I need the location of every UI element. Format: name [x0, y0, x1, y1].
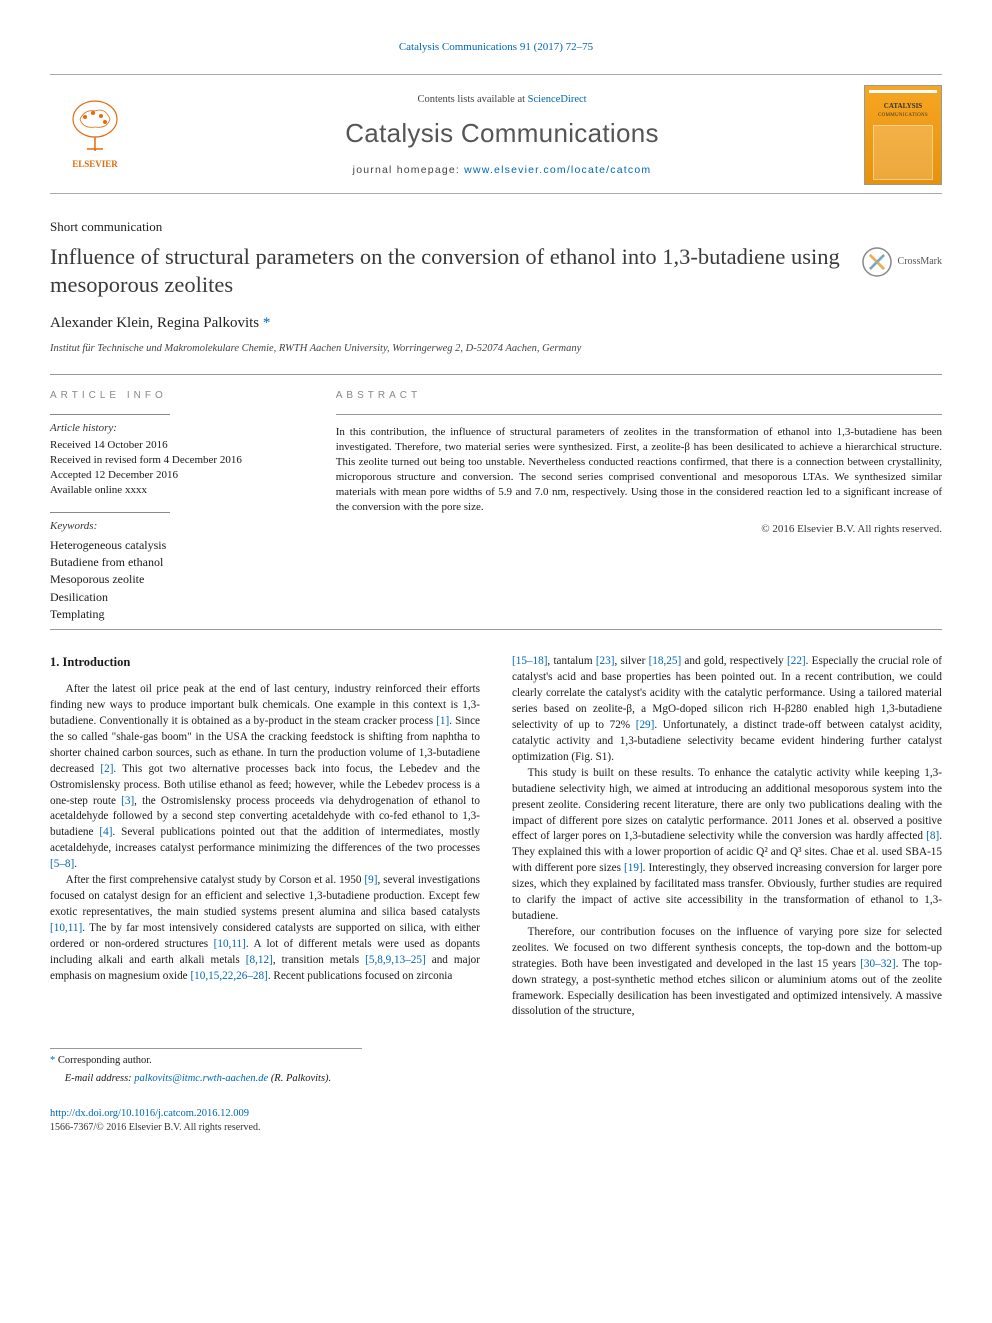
corresponding-email-link[interactable]: palkovits@itmc.rwth-aachen.de — [134, 1073, 268, 1084]
body-two-column: 1. Introduction After the latest oil pri… — [50, 654, 942, 1020]
ref-link[interactable]: [4] — [99, 826, 112, 838]
email-suffix: (R. Palkovits). — [268, 1073, 331, 1084]
journal-homepage-link[interactable]: www.elsevier.com/locate/catcom — [464, 164, 651, 176]
article-info-column: ARTICLE INFO Article history: Received 1… — [50, 389, 300, 623]
homepage-line: journal homepage: www.elsevier.com/locat… — [158, 163, 846, 178]
corresponding-author-marker[interactable]: * — [263, 315, 271, 331]
authors: Alexander Klein, Regina Palkovits * — [50, 313, 942, 335]
email-line: E-mail address: palkovits@itmc.rwth-aach… — [65, 1071, 942, 1086]
citation-header: Catalysis Communications 91 (2017) 72–75 — [50, 40, 942, 56]
keyword: Mesoporous zeolite — [50, 571, 300, 588]
divider — [50, 414, 170, 415]
corresponding-label: Corresponding author. — [58, 1055, 152, 1066]
abstract-column: ABSTRACT In this contribution, the influ… — [336, 389, 942, 623]
ref-link[interactable]: [9] — [364, 874, 377, 886]
body-paragraph: Therefore, our contribution focuses on t… — [512, 925, 942, 1020]
body-paragraph: [15–18], tantalum [23], silver [18,25] a… — [512, 654, 942, 765]
ref-link[interactable]: [5–8] — [50, 858, 74, 870]
history-online: Available online xxxx — [50, 483, 300, 498]
ref-link[interactable]: [29] — [636, 719, 655, 731]
ref-link[interactable]: [3] — [121, 795, 134, 807]
cover-title: CATALYSIS — [884, 101, 922, 111]
divider — [336, 414, 942, 415]
ref-link[interactable]: [19] — [624, 862, 643, 874]
ref-link[interactable]: [22] — [787, 655, 806, 667]
article-type: Short communication — [50, 218, 942, 237]
divider — [50, 512, 170, 513]
abstract-copyright: © 2016 Elsevier B.V. All rights reserved… — [336, 522, 942, 537]
journal-name: Catalysis Communications — [158, 115, 846, 153]
journal-cover-thumbnail: CATALYSIS COMMUNICATIONS — [864, 85, 942, 185]
keyword: Butadiene from ethanol — [50, 554, 300, 571]
right-column: [15–18], tantalum [23], silver [18,25] a… — [512, 654, 942, 1020]
footnote-marker: * — [50, 1055, 55, 1066]
ref-link[interactable]: [23] — [596, 655, 615, 667]
history-received: Received 14 October 2016 — [50, 438, 300, 453]
page-footer: * Corresponding author. E-mail address: … — [50, 1048, 942, 1135]
issn-copyright: 1566-7367/© 2016 Elsevier B.V. All right… — [50, 1121, 942, 1136]
history-revised: Received in revised form 4 December 2016 — [50, 453, 300, 468]
ref-link[interactable]: [10,15,22,26–28] — [190, 970, 267, 982]
keyword: Heterogeneous catalysis — [50, 537, 300, 554]
email-label: E-mail address: — [65, 1073, 135, 1084]
article-title: Influence of structural parameters on th… — [50, 243, 842, 299]
ref-link[interactable]: [30–32] — [860, 958, 895, 970]
keywords-label: Keywords: — [50, 519, 300, 534]
ref-link[interactable]: [18,25] — [649, 655, 682, 667]
crossmark-icon — [862, 247, 892, 277]
publisher-name: ELSEVIER — [72, 158, 118, 171]
ref-link[interactable]: [10,11] — [214, 938, 246, 950]
doi-link[interactable]: http://dx.doi.org/10.1016/j.catcom.2016.… — [50, 1108, 249, 1119]
body-paragraph: After the latest oil price peak at the e… — [50, 682, 480, 873]
cover-subtitle: COMMUNICATIONS — [878, 112, 928, 119]
publisher-logo: ELSEVIER — [50, 87, 140, 182]
divider — [50, 374, 942, 375]
homepage-prefix: journal homepage: — [353, 164, 465, 176]
header-center: Contents lists available at ScienceDirec… — [158, 92, 846, 178]
body-paragraph: After the first comprehensive catalyst s… — [50, 873, 480, 984]
elsevier-tree-icon — [65, 99, 125, 154]
ref-link[interactable]: [5,8,9,13–25] — [365, 954, 426, 966]
contents-line: Contents lists available at ScienceDirec… — [158, 92, 846, 107]
left-column: 1. Introduction After the latest oil pri… — [50, 654, 480, 1020]
history-label: Article history: — [50, 421, 300, 436]
article-info-heading: ARTICLE INFO — [50, 389, 300, 404]
abstract-text: In this contribution, the influence of s… — [336, 425, 942, 516]
crossmark-badge[interactable]: CrossMark — [862, 247, 942, 277]
sciencedirect-link[interactable]: ScienceDirect — [528, 94, 587, 105]
journal-header: ELSEVIER Contents lists available at Sci… — [50, 74, 942, 194]
divider — [50, 629, 942, 630]
section-heading: 1. Introduction — [50, 654, 480, 672]
ref-link[interactable]: [8,12] — [246, 954, 273, 966]
crossmark-label: CrossMark — [898, 255, 942, 270]
ref-link[interactable]: [10,11] — [50, 922, 82, 934]
ref-link[interactable]: [8] — [926, 830, 939, 842]
keyword: Desilication — [50, 589, 300, 606]
keyword: Templating — [50, 606, 300, 623]
doi-block: http://dx.doi.org/10.1016/j.catcom.2016.… — [50, 1106, 942, 1136]
ref-link[interactable]: [1] — [436, 715, 449, 727]
citation-link[interactable]: Catalysis Communications 91 (2017) 72–75 — [399, 41, 593, 53]
author-names: Alexander Klein, Regina Palkovits — [50, 315, 263, 331]
ref-link[interactable]: [15–18] — [512, 655, 547, 667]
corresponding-footnote: * Corresponding author. — [50, 1048, 362, 1068]
ref-link[interactable]: [2] — [100, 763, 113, 775]
body-paragraph: This study is built on these results. To… — [512, 766, 942, 925]
affiliation: Institut für Technische und Makromolekul… — [50, 341, 942, 356]
history-accepted: Accepted 12 December 2016 — [50, 468, 300, 483]
abstract-heading: ABSTRACT — [336, 389, 942, 404]
contents-prefix: Contents lists available at — [417, 94, 527, 105]
